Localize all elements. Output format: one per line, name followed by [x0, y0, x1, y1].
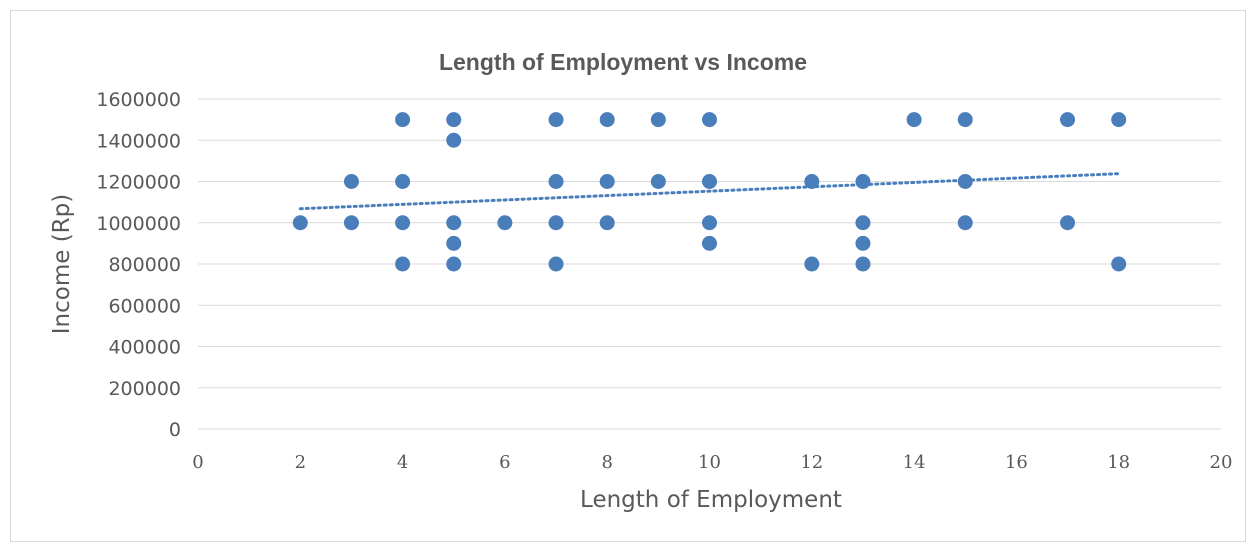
- data-point: [446, 235, 462, 251]
- x-axis-ticks: 0 2 4 6 8 10 12 14 16 18 20: [192, 452, 1232, 473]
- data-point: [395, 215, 411, 231]
- data-point: [804, 256, 820, 272]
- data-point: [599, 215, 615, 231]
- data-point: [599, 174, 615, 189]
- data-point: [599, 112, 615, 128]
- data-point: [957, 174, 973, 189]
- gridlines: [198, 98, 1221, 430]
- y-tick-label: 1200000: [96, 172, 181, 194]
- data-point: [906, 112, 922, 128]
- y-tick-label: 1600000: [96, 89, 181, 111]
- x-tick-label: 18: [1107, 452, 1130, 473]
- data-point: [855, 235, 871, 251]
- data-point: [395, 174, 411, 189]
- x-tick-label: 16: [1005, 452, 1028, 473]
- data-point: [855, 215, 871, 231]
- y-tick-label: 400000: [108, 337, 181, 359]
- data-point: [343, 215, 359, 231]
- y-axis-ticks: 0 200000 400000 600000 800000 1000000 1200000 1…: [96, 89, 181, 441]
- data-point: [1111, 112, 1127, 128]
- y-tick-label: 600000: [108, 295, 181, 317]
- data-point: [957, 112, 973, 128]
- y-tick-label: 800000: [108, 254, 181, 276]
- data-point: [548, 174, 564, 189]
- data-point: [650, 174, 666, 189]
- data-point: [548, 112, 564, 128]
- y-tick-label: 0: [169, 419, 181, 441]
- trendline-path: [298, 172, 1121, 211]
- data-point: [446, 132, 462, 148]
- data-points: [292, 112, 1127, 272]
- x-tick-label: 6: [499, 452, 510, 473]
- x-tick-label: 14: [903, 452, 926, 473]
- y-axis-label: Income (Rp): [49, 194, 75, 334]
- data-point: [702, 215, 717, 231]
- y-tick-label: 1000000: [96, 213, 181, 235]
- data-point: [343, 174, 359, 189]
- data-point: [446, 112, 462, 128]
- x-tick-label: 8: [601, 452, 612, 473]
- data-point: [1060, 215, 1076, 231]
- data-point: [702, 235, 717, 251]
- data-point: [292, 215, 308, 231]
- x-tick-label: 2: [295, 452, 306, 473]
- y-tick-label: 200000: [108, 378, 181, 400]
- data-point: [702, 174, 717, 189]
- data-point: [497, 215, 513, 231]
- x-tick-label: 12: [800, 452, 823, 473]
- data-point: [1111, 256, 1127, 272]
- data-point: [957, 215, 973, 231]
- data-point: [1060, 112, 1076, 128]
- data-point: [548, 256, 564, 272]
- chart-title: Length of Employment vs Income: [439, 49, 807, 75]
- data-point: [855, 256, 871, 272]
- y-tick-label: 1400000: [96, 130, 181, 152]
- data-point: [446, 215, 462, 231]
- data-point: [855, 174, 871, 189]
- x-tick-label: 20: [1210, 452, 1233, 473]
- data-point: [395, 112, 411, 128]
- data-point: [702, 112, 717, 128]
- data-point: [548, 215, 564, 231]
- data-point: [804, 174, 820, 189]
- data-point: [446, 256, 462, 272]
- data-point: [395, 256, 411, 272]
- x-axis-label: Length of Employment: [580, 487, 842, 513]
- x-tick-label: 0: [192, 452, 203, 473]
- x-tick-label: 4: [397, 452, 408, 473]
- trendline: [298, 172, 1121, 211]
- x-tick-label: 10: [698, 452, 721, 473]
- data-point: [650, 112, 666, 128]
